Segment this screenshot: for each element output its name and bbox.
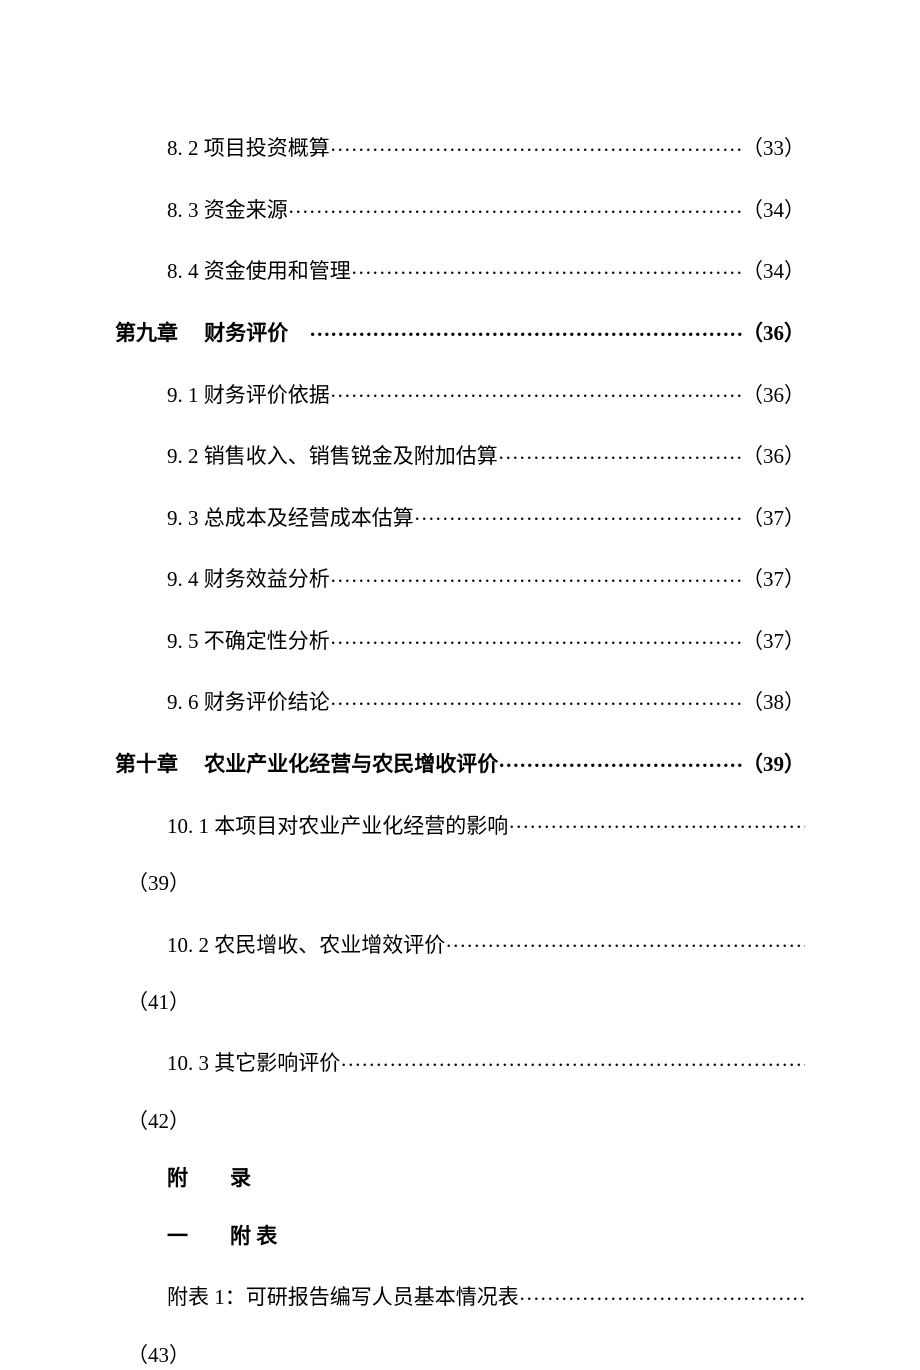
toc-dots	[330, 561, 742, 586]
toc-entry: 9. 1 财务评价依据 （36）	[167, 376, 805, 410]
toc-label: 9. 6 财务评价结论	[167, 688, 330, 717]
toc-page: （39）	[742, 750, 805, 779]
toc-label: 第九章 财务评价	[115, 319, 309, 348]
toc-label: 10. 1 本项目对农业产业化经营的影响	[167, 812, 508, 841]
toc-entry: 9. 4 财务效益分析 （37）	[167, 561, 805, 595]
toc-page: （41）	[127, 988, 805, 1017]
appendix-subtitle: 一 附 表	[167, 1222, 805, 1251]
toc-dots	[330, 376, 742, 401]
toc-label: 第十章 农业产业化经营与农民增收评价	[115, 750, 498, 779]
toc-label: 8. 2 项目投资概算	[167, 134, 330, 163]
toc-label: 9. 2 销售收入、销售锐金及附加估算	[167, 442, 498, 471]
toc-page: （36）	[742, 319, 805, 348]
toc-dots	[445, 926, 805, 951]
toc-page: （33）	[742, 134, 805, 163]
toc-page: （43）	[127, 1341, 805, 1370]
toc-dots	[414, 499, 742, 524]
toc-dots	[498, 438, 742, 463]
toc-entry-wrap: 10. 2 农民增收、农业增效评价 （41）	[167, 926, 805, 1017]
toc-entry: 8. 3 资金来源 （34）	[167, 192, 805, 226]
toc-label: 10. 2 农民增收、农业增效评价	[167, 931, 445, 960]
toc-label: 9. 3 总成本及经营成本估算	[167, 504, 414, 533]
toc-page: （37）	[742, 627, 805, 656]
toc-page: （37）	[742, 504, 805, 533]
toc-page: （36）	[742, 381, 805, 410]
toc-dots	[288, 192, 742, 217]
toc-entry: 9. 3 总成本及经营成本估算 （37）	[167, 499, 805, 533]
toc-dots	[508, 807, 805, 832]
toc-entry: 8. 2 项目投资概算 （33）	[167, 130, 805, 164]
toc-dots	[309, 315, 742, 340]
toc-label: 9. 5 不确定性分析	[167, 627, 330, 656]
toc-entry: 9. 5 不确定性分析 （37）	[167, 623, 805, 657]
toc-entry-wrap: 附表 1：可研报告编写人员基本情况表 （43）	[167, 1279, 805, 1370]
toc-page: （36）	[742, 442, 805, 471]
toc-entry-wrap: 10. 3 其它影响评价 （42）	[167, 1045, 805, 1136]
toc-page: （38）	[742, 688, 805, 717]
toc-label: 附表 1：可研报告编写人员基本情况表	[167, 1283, 519, 1312]
toc-label: 一 附 表	[167, 1222, 277, 1251]
toc-page: （39）	[127, 869, 805, 898]
toc-dots	[340, 1045, 805, 1070]
toc-entry: 8. 4 资金使用和管理 （34）	[167, 253, 805, 287]
toc-entry-wrap: 10. 1 本项目对农业产业化经营的影响 （39）	[167, 807, 805, 898]
toc-page: （37）	[742, 565, 805, 594]
toc-dots	[330, 684, 742, 709]
toc-dots	[498, 746, 742, 771]
toc-chapter: 第九章 财务评价 （36）	[115, 315, 805, 349]
toc-label: 10. 3 其它影响评价	[167, 1049, 340, 1078]
toc-label: 8. 3 资金来源	[167, 196, 288, 225]
toc-dots	[351, 253, 742, 278]
appendix-title: 附 录	[167, 1164, 805, 1193]
toc-label: 9. 4 财务效益分析	[167, 565, 330, 594]
toc-chapter: 第十章 农业产业化经营与农民增收评价 （39）	[115, 746, 805, 780]
toc-page: （34）	[742, 257, 805, 286]
toc-dots	[519, 1279, 805, 1304]
toc-dots	[330, 130, 742, 155]
toc-entry: 9. 6 财务评价结论 （38）	[167, 684, 805, 718]
toc-label: 9. 1 财务评价依据	[167, 381, 330, 410]
toc-entry: 9. 2 销售收入、销售锐金及附加估算 （36）	[167, 438, 805, 472]
toc-page: （34）	[742, 196, 805, 225]
toc-label: 8. 4 资金使用和管理	[167, 257, 351, 286]
toc-page: （42）	[127, 1107, 805, 1136]
toc-container: 8. 2 项目投资概算 （33） 8. 3 资金来源 （34） 8. 4 资金使…	[115, 130, 805, 1370]
toc-label: 附 录	[167, 1164, 251, 1193]
toc-dots	[330, 623, 742, 648]
